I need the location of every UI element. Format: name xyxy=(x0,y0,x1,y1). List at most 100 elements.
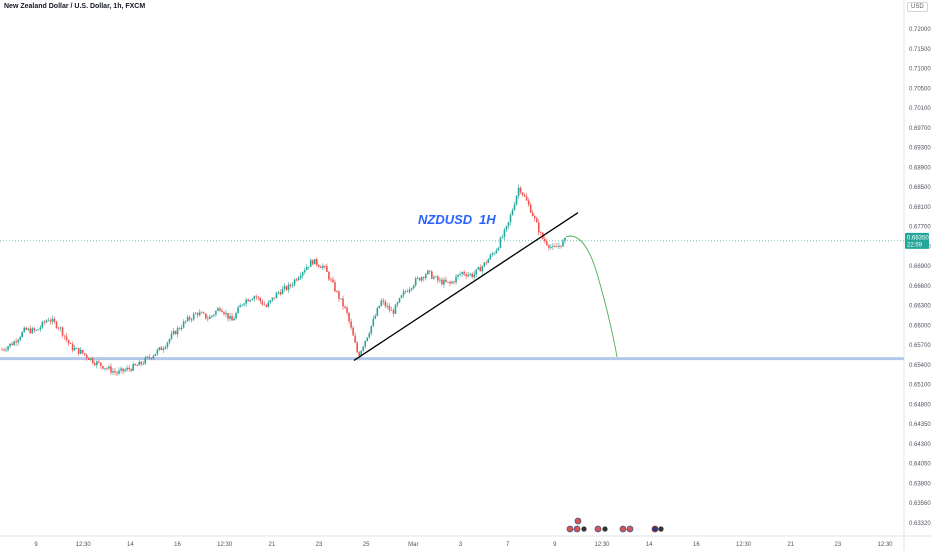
us-flag-icon[interactable] xyxy=(573,525,581,533)
price-tick-label: 0.64300 xyxy=(909,442,931,448)
candle-body xyxy=(519,187,522,193)
candle-body xyxy=(556,246,558,248)
candle-body xyxy=(190,319,193,321)
nz-flag-icon[interactable] xyxy=(651,525,659,533)
candle-body xyxy=(13,341,15,346)
time-axis[interactable]: 9 12:30 14 16 12:30 21 23 25 Mar 3 7 9 12:30 14 16 12:3… xyxy=(34,542,893,548)
price-tick-label: 0.70100 xyxy=(909,106,931,112)
candle-body xyxy=(372,318,375,326)
candle-body xyxy=(118,370,120,374)
candle-body xyxy=(352,327,354,336)
candle-body xyxy=(196,313,199,316)
candle-body xyxy=(277,292,280,294)
candle-body xyxy=(79,349,82,354)
candle-body xyxy=(439,279,441,281)
us-flag-icon[interactable] xyxy=(566,525,574,533)
candle-body xyxy=(186,317,189,321)
time-tick-label: 16 xyxy=(174,542,181,548)
candle-body xyxy=(521,192,524,195)
candle-body xyxy=(110,366,112,373)
candle-body xyxy=(552,246,554,247)
time-tick-label: 12:30 xyxy=(76,542,92,548)
candle-body xyxy=(449,281,451,284)
candle-body xyxy=(247,299,249,302)
candle-body xyxy=(41,321,44,328)
price-tick-label: 0.66900 xyxy=(909,264,931,270)
candle-body xyxy=(386,305,389,307)
candle-body xyxy=(106,368,108,370)
candle-body xyxy=(358,352,360,356)
candle-body xyxy=(211,315,213,317)
candle-body xyxy=(239,305,241,308)
candle-body xyxy=(461,272,463,274)
time-tick-label: 3 xyxy=(459,542,463,548)
candle-body xyxy=(320,266,322,268)
candle-body xyxy=(554,246,556,247)
candle-body xyxy=(334,282,336,292)
candle-body xyxy=(546,241,548,246)
us-flag-icon[interactable] xyxy=(626,525,634,533)
candle-body xyxy=(509,214,512,223)
candle-body xyxy=(560,245,562,247)
time-tick-label: 12:30 xyxy=(594,542,610,548)
candle-body xyxy=(9,343,11,347)
candle-body xyxy=(344,306,346,308)
candle-body xyxy=(27,328,30,330)
time-tick-label: 14 xyxy=(127,542,134,548)
candle-body xyxy=(507,222,510,226)
candle-body xyxy=(295,279,298,281)
candle-body xyxy=(564,237,566,241)
candle-body xyxy=(61,327,64,336)
candle-body xyxy=(207,318,209,320)
projection-curve[interactable] xyxy=(565,235,618,358)
us-flag-icon[interactable] xyxy=(574,517,582,525)
us-flag-icon[interactable] xyxy=(619,525,627,533)
candle-body xyxy=(527,200,530,205)
currency-label[interactable]: USD xyxy=(907,2,928,12)
candle-body xyxy=(435,276,437,278)
price-tick-label: 0.69300 xyxy=(909,146,931,152)
candle-body xyxy=(326,266,328,272)
trend-line[interactable] xyxy=(353,212,579,361)
event-icon[interactable] xyxy=(602,526,608,532)
candle-body xyxy=(328,271,330,280)
candle-body xyxy=(253,296,256,300)
candle-body xyxy=(362,346,365,351)
price-axis[interactable]: 0.72000 0.71500 0.71000 0.70500 0.70100 0.697… xyxy=(909,27,931,527)
candle-body xyxy=(136,365,139,366)
us-flag-icon[interactable] xyxy=(594,525,602,533)
candle-body xyxy=(412,285,415,289)
time-tick-label: 25 xyxy=(363,542,370,548)
event-icon[interactable] xyxy=(658,526,664,532)
candle-body xyxy=(112,371,114,373)
candle-body xyxy=(366,337,369,341)
time-tick-label: 21 xyxy=(787,542,794,548)
event-icon[interactable] xyxy=(581,526,587,532)
price-countdown: 22:59 xyxy=(907,242,923,248)
candle-body xyxy=(227,312,229,319)
time-tick-label: 12:30 xyxy=(736,542,752,548)
candle-body xyxy=(428,270,431,272)
candle-body xyxy=(144,357,147,364)
candle-body xyxy=(426,270,429,275)
price-tick-label: 0.67700 xyxy=(909,225,931,231)
candle-body xyxy=(348,312,350,322)
candle-body xyxy=(57,327,60,329)
candle-body xyxy=(15,341,17,343)
candle-body xyxy=(263,304,266,306)
candle-body xyxy=(94,363,96,366)
price-tick-label: 0.68500 xyxy=(909,185,931,191)
candle-body xyxy=(217,308,219,311)
candle-body xyxy=(63,335,66,337)
candle-body xyxy=(29,328,32,334)
candle-body xyxy=(114,371,116,373)
event-markers[interactable] xyxy=(566,517,664,533)
candle-body xyxy=(184,320,187,322)
candle-body xyxy=(17,339,19,343)
candle-body xyxy=(467,274,469,277)
candle-body xyxy=(523,194,526,197)
candle-body xyxy=(515,195,518,205)
candle-body xyxy=(531,212,534,217)
candle-body xyxy=(445,279,447,282)
